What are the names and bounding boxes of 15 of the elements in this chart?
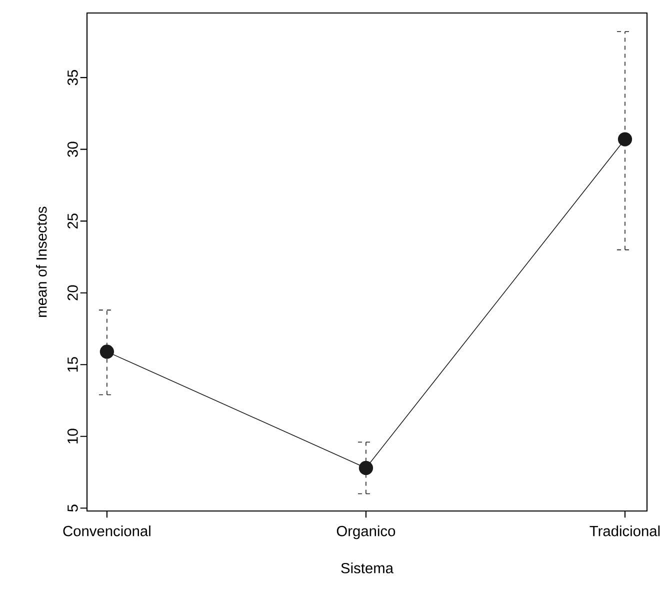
y-tick-label: 30 [67,142,78,157]
point [100,344,114,359]
point [618,132,632,146]
y-tick-label: 35 [67,70,78,86]
x-tick-label: Tradicional [590,525,660,536]
y-axis-title: mean of Insectos [36,206,47,317]
x-axis-title: Sistema [341,562,394,574]
x-tick-label: Organico [336,525,396,540]
point [358,460,374,476]
y-tick-label: 10 [67,428,78,444]
x-tick-label: Convencional [63,525,150,536]
y-tick-label: 25 [67,214,78,229]
y-tick-label: 5 [68,504,78,512]
y-tick-label: 15 [68,357,78,372]
y-tick-label: 20 [67,285,78,300]
